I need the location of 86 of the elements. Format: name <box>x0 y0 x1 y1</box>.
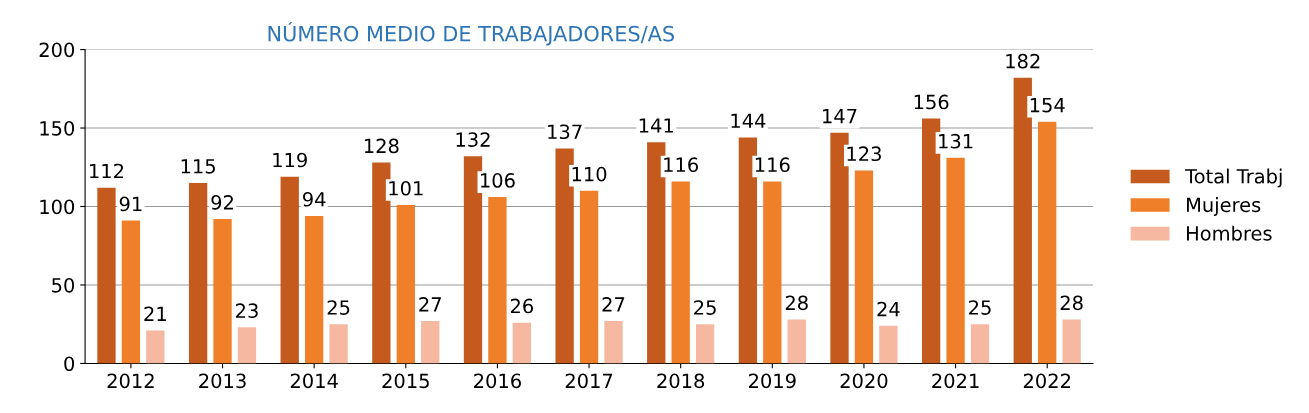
x-tick-label: 2017 <box>565 373 613 389</box>
bar <box>372 162 391 364</box>
bar <box>787 319 806 364</box>
data-label: 110 <box>572 166 607 182</box>
bar <box>879 325 898 364</box>
x-tick-label: 2019 <box>748 373 796 389</box>
chart-title: NÚMERO MEDIO DE TRABAJADORES/AS <box>268 21 674 46</box>
y-tick-label: 150 <box>40 120 75 136</box>
bar <box>738 137 758 364</box>
bar <box>329 324 348 364</box>
legend-label: Mujeres <box>1187 197 1261 216</box>
bar <box>396 204 415 364</box>
data-label: 182 <box>1006 53 1040 69</box>
data-label: 112 <box>90 163 124 179</box>
bar <box>146 330 165 364</box>
x-tick-label: 2020 <box>840 373 888 389</box>
bar <box>671 181 690 364</box>
data-label: 91 <box>119 196 142 212</box>
bar <box>647 142 666 364</box>
data-label: 92 <box>211 195 233 210</box>
data-label: 132 <box>456 132 490 147</box>
x-tick-label: 2015 <box>382 373 429 389</box>
data-label: 123 <box>847 146 881 162</box>
y-tick-label: 100 <box>40 199 75 215</box>
data-label: 23 <box>236 303 258 319</box>
x-tick-label: 2014 <box>290 373 338 389</box>
data-label: 26 <box>510 298 533 314</box>
bar <box>579 190 599 364</box>
bar <box>280 176 299 364</box>
data-label: 27 <box>602 297 625 312</box>
data-label: 25 <box>694 300 716 315</box>
data-label: 156 <box>914 94 949 110</box>
data-label: 116 <box>755 157 790 173</box>
legend-label: Total Trabj <box>1185 168 1282 188</box>
x-tick-label: 2012 <box>107 373 154 389</box>
bar <box>237 327 257 364</box>
y-tick-label: 200 <box>39 42 75 58</box>
legend-label: Hombres <box>1187 225 1272 241</box>
data-label: 28 <box>1060 295 1083 311</box>
bar <box>1038 121 1057 364</box>
x-tick-label: 2021 <box>932 373 979 389</box>
bar <box>305 215 324 364</box>
bar <box>1013 77 1032 364</box>
bar <box>121 220 141 364</box>
data-label: 106 <box>481 173 515 188</box>
bar <box>854 170 874 364</box>
data-label: 24 <box>877 301 900 317</box>
bar <box>604 321 623 364</box>
data-label: 25 <box>327 300 350 315</box>
data-label: 131 <box>939 133 973 149</box>
data-label: 101 <box>389 180 423 196</box>
data-label: 27 <box>419 297 441 312</box>
bar <box>695 324 715 364</box>
y-tick-label: 0 <box>64 356 75 372</box>
bar <box>463 156 483 364</box>
data-label: 137 <box>548 124 582 140</box>
x-tick-label: 2013 <box>199 373 246 389</box>
bar <box>512 322 532 364</box>
data-label: 116 <box>664 157 699 173</box>
data-label: 28 <box>785 295 808 311</box>
bar <box>213 219 232 364</box>
bar <box>1062 319 1081 364</box>
bar <box>421 321 440 364</box>
data-label: 141 <box>639 118 674 133</box>
data-label: 21 <box>144 306 166 321</box>
bar <box>921 118 941 364</box>
data-label: 119 <box>273 152 307 168</box>
bar <box>830 132 849 364</box>
y-tick-label: 50 <box>52 277 75 293</box>
x-tick-label: 2016 <box>474 373 521 389</box>
bar <box>97 187 116 364</box>
bar <box>555 148 574 364</box>
bar <box>970 324 990 364</box>
bar <box>188 182 208 364</box>
data-label: 94 <box>303 191 326 207</box>
bar <box>488 197 507 364</box>
data-label: 25 <box>969 300 991 315</box>
data-label: 147 <box>823 108 857 124</box>
data-label: 128 <box>364 138 399 154</box>
x-tick-label: 2022 <box>1023 373 1070 389</box>
data-label: 154 <box>1030 97 1065 113</box>
x-tick-label: 2018 <box>657 373 705 389</box>
bar <box>763 181 782 364</box>
data-label: 144 <box>731 113 766 128</box>
bar <box>946 157 965 364</box>
data-label: 115 <box>181 159 215 174</box>
